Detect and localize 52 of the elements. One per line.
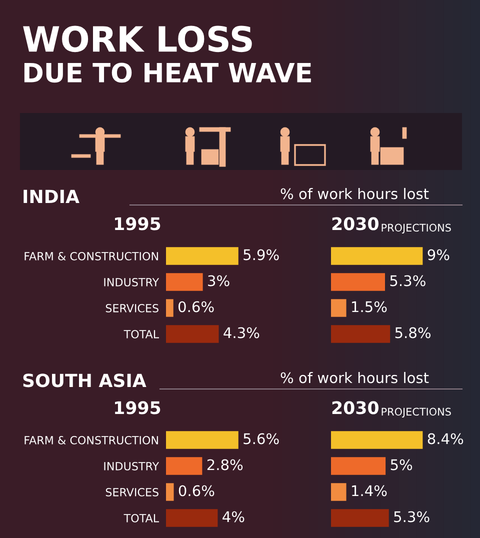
chart-title: 1995 [115, 217, 160, 230]
data-label: 5.8% [395, 327, 431, 338]
y-tick-label: SERVICES [106, 304, 158, 312]
y-tick-label: FARM & CONSTRUCTION [24, 252, 158, 260]
data-label: 1.5% [352, 301, 387, 312]
y-tick-label: TOTAL [124, 330, 159, 338]
data-label: 1.4% [352, 485, 387, 496]
data-label: 3% [208, 275, 230, 286]
data-label: 5.9% [244, 249, 279, 260]
bar [166, 247, 238, 265]
bar [331, 325, 390, 343]
bar [331, 457, 386, 475]
bar [166, 299, 174, 317]
data-label: 5.3% [390, 275, 426, 286]
data-label: 9% [428, 249, 450, 260]
data-label: 4% [222, 511, 244, 522]
data-label: 0.6% [178, 485, 214, 496]
bar [331, 299, 346, 317]
bar [166, 273, 203, 291]
text: INDIA [24, 190, 80, 203]
bar [166, 483, 174, 501]
bar [331, 431, 423, 449]
chart-subtitle: PROJECTIONS [382, 224, 451, 234]
text: % of work hours lost [280, 372, 429, 384]
bar [331, 273, 385, 291]
data-label: 5.3% [394, 511, 430, 522]
text: % of work hours lost [280, 188, 429, 200]
bar [331, 483, 346, 501]
data-label: 2.8% [207, 459, 243, 470]
text: SOUTH ASIA [23, 374, 146, 388]
bar [166, 457, 202, 475]
bar [331, 509, 389, 527]
chart-title: 2030 [332, 401, 378, 414]
bar [331, 247, 423, 265]
chart-title: 2030 [332, 217, 378, 230]
y-tick-label: FARM & CONSTRUCTION [24, 436, 158, 444]
bar [166, 325, 219, 343]
text: DUE TO HEAT WAVE [24, 62, 311, 83]
chart-subtitle: PROJECTIONS [382, 408, 451, 418]
y-tick-label: INDUSTRY [104, 462, 160, 470]
data-label: 8.4% [428, 433, 464, 444]
data-label: 0.6% [178, 301, 214, 312]
chart-title: 1995 [115, 401, 160, 414]
y-tick-label: TOTAL [124, 514, 159, 522]
data-label: 5.6% [244, 433, 279, 444]
text: WORK LOSS [23, 26, 252, 52]
bar [166, 509, 218, 527]
y-tick-label: SERVICES [106, 488, 158, 496]
bar [166, 431, 238, 449]
data-label: 5% [390, 459, 412, 470]
data-label: 4.3% [224, 327, 260, 338]
y-tick-label: INDUSTRY [104, 278, 160, 286]
